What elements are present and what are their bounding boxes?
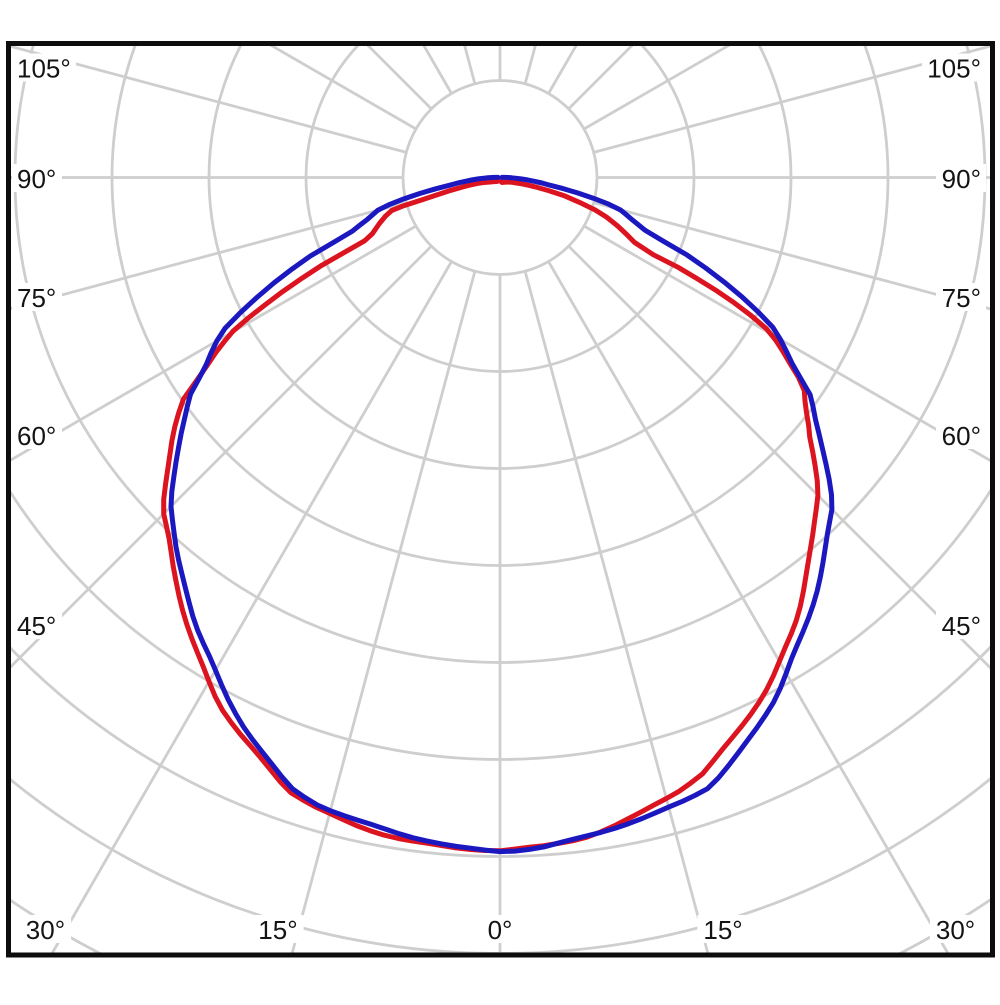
svg-text:90°: 90°: [942, 164, 981, 194]
svg-text:15°: 15°: [258, 915, 297, 945]
svg-text:0°: 0°: [488, 915, 513, 945]
svg-text:15°: 15°: [703, 915, 742, 945]
svg-text:90°: 90°: [17, 164, 56, 194]
svg-text:45°: 45°: [942, 611, 981, 641]
svg-text:60°: 60°: [942, 421, 981, 451]
svg-text:105°: 105°: [17, 54, 71, 84]
svg-text:60°: 60°: [17, 421, 56, 451]
svg-text:105°: 105°: [927, 54, 981, 84]
svg-text:30°: 30°: [26, 915, 65, 945]
svg-text:45°: 45°: [17, 611, 56, 641]
svg-text:30°: 30°: [936, 915, 975, 945]
svg-text:75°: 75°: [942, 283, 981, 313]
svg-text:75°: 75°: [17, 283, 56, 313]
